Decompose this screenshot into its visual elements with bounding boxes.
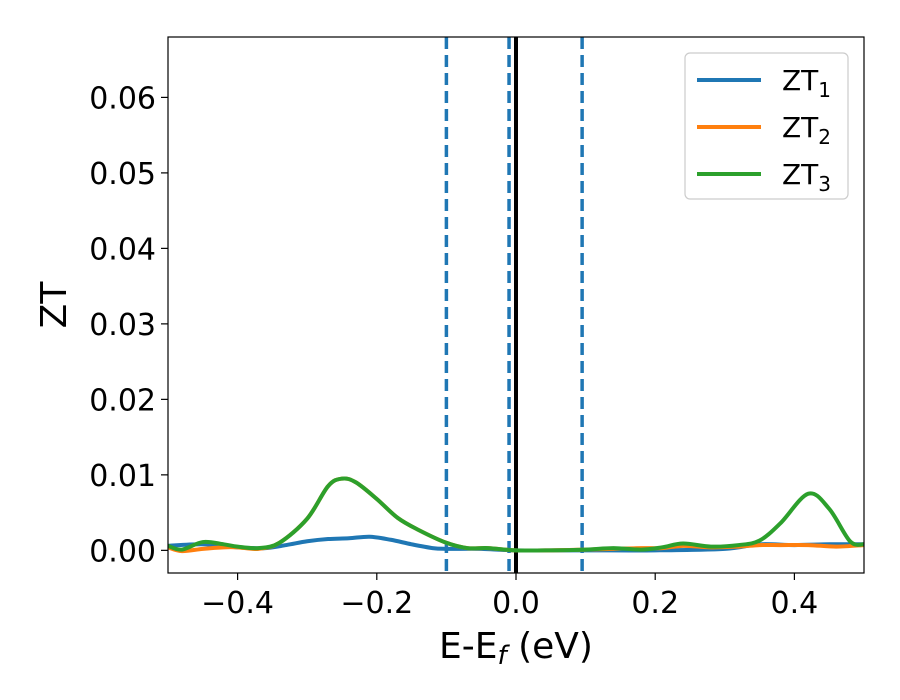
- series-lines: [168, 476, 864, 554]
- x-axis-label: E-Ef (eV): [439, 626, 593, 671]
- x-axis-label-base: E-E: [439, 626, 497, 667]
- x-axis-label-suffix: (eV): [507, 626, 593, 667]
- y-tick-label-0: 0.00: [89, 534, 156, 569]
- y-axis-ticks: 0.00 0.01 0.02 0.03 0.04 0.05 0.06: [89, 81, 168, 569]
- y-tick-label-4: 0.04: [89, 232, 156, 267]
- y-tick-label-3: 0.03: [89, 308, 156, 343]
- x-tick-label-4: 0.4: [771, 586, 819, 621]
- legend-frame: [684, 52, 849, 200]
- x-tick-label-2: 0.0: [492, 586, 540, 621]
- series-line-zt3: [168, 476, 864, 553]
- legend-label-zt2: ZT2: [782, 111, 831, 149]
- legend: ZT1 ZT2 ZT3: [684, 52, 849, 200]
- y-tick-label-5: 0.05: [89, 157, 156, 192]
- legend-label-zt1: ZT1: [782, 64, 831, 102]
- y-tick-label-2: 0.02: [89, 383, 156, 418]
- x-axis-ticks: −0.4 −0.2 0.0 0.2 0.4: [201, 573, 818, 621]
- x-tick-label-1: −0.2: [340, 586, 413, 621]
- reference-lines: [444, 37, 584, 573]
- x-tick-label-3: 0.2: [631, 586, 679, 621]
- legend-label-zt3: ZT3: [782, 158, 831, 196]
- y-tick-label-6: 0.06: [89, 81, 156, 116]
- y-tick-label-1: 0.01: [89, 459, 156, 494]
- y-axis-label: ZT: [34, 281, 75, 329]
- x-tick-label-0: −0.4: [201, 586, 274, 621]
